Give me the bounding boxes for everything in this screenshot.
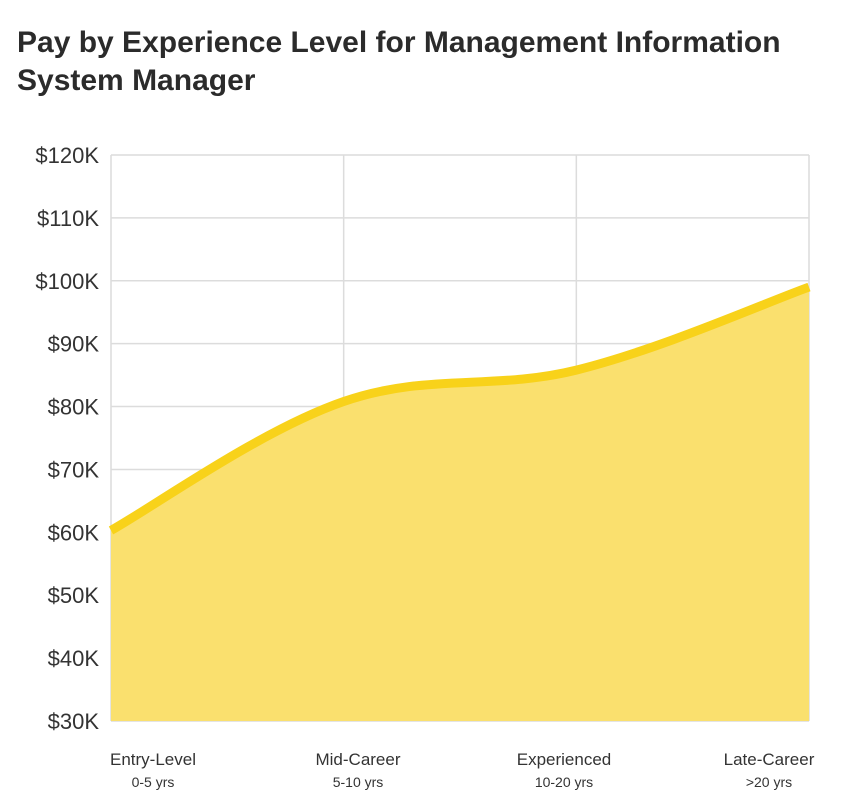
x-category-label: Experienced: [517, 750, 612, 769]
chart-title: Pay by Experience Level for Management I…: [17, 26, 781, 97]
x-category-sublabel: >20 yrs: [746, 774, 792, 790]
y-tick-label: $60K: [48, 520, 100, 545]
y-tick-label: $70K: [48, 457, 100, 482]
x-category-sublabel: 10-20 yrs: [535, 774, 593, 790]
line-layer: [108, 282, 811, 535]
y-tick-label: $100K: [35, 269, 99, 294]
y-tick-label: $40K: [48, 646, 100, 671]
y-tick-label: $90K: [48, 332, 100, 357]
y-axis-ticks: $30K $40K $50K $60K $70K $80K $90K $100K $110K $1…: [35, 143, 99, 734]
y-tick-label: $80K: [48, 395, 100, 420]
x-category-sublabel: 5-10 yrs: [333, 774, 384, 790]
y-tick-label: $30K: [48, 709, 100, 734]
x-category-label: Entry-Level: [110, 750, 196, 769]
x-category-label: Mid-Career: [315, 750, 400, 769]
salary-area: [111, 287, 809, 721]
y-tick-label: $50K: [48, 583, 100, 608]
area-layer: [111, 287, 809, 721]
x-axis-ticks: Entry-Level 0-5 yrs Mid-Career 5-10 yrs Expe…: [110, 750, 815, 790]
y-tick-label: $110K: [37, 206, 99, 231]
y-tick-label: $120K: [35, 143, 99, 168]
x-category-sublabel: 0-5 yrs: [132, 774, 175, 790]
x-category-label: Late-Career: [724, 750, 815, 769]
salary-line: [108, 282, 811, 535]
